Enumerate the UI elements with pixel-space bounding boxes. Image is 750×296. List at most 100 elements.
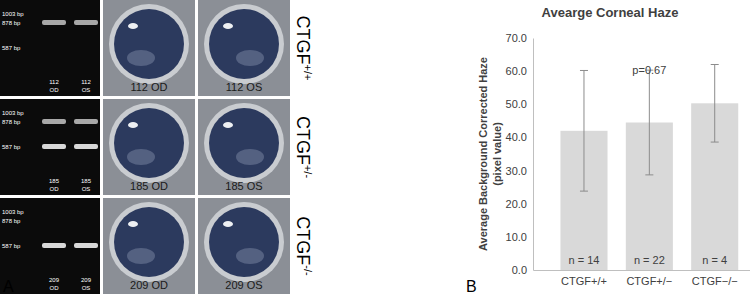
x-axis-line [534,270,750,271]
y-tick: 50.0 [506,98,533,110]
eye-haze [127,248,155,264]
eye-rim [109,103,189,183]
eye-haze [236,50,264,66]
eye-haze [127,149,155,165]
eye-rim [204,202,284,282]
y-tick-label: 50.0 [506,98,527,110]
lane-label: 209 [81,277,92,283]
ladder-label: 1003 bp [2,11,24,17]
sample-size-label: n = 4 [702,254,727,266]
x-tick: CTGF−/− [692,270,738,287]
y-axis-title: (pixel value) [491,122,503,186]
lane-label: OD [50,186,60,192]
y-tick-label: 70.0 [506,32,527,44]
eye-reflection [128,23,138,29]
eye-photo [103,0,195,96]
gel-band [42,119,66,124]
genotype-gene: CTGF [293,216,313,265]
ladder-label: 1003 bp [2,209,24,215]
eye-haze [127,50,155,66]
eye-rim [109,202,189,282]
error-bar-cap [711,64,719,65]
x-tick-label: CTGF−/− [692,275,738,287]
error-bar-cap [711,142,719,143]
genotype-label: CTGF-/- [293,216,314,276]
ladder-label: 587 bp [2,243,21,249]
lane-label: 185 [81,178,92,184]
y-tick: 40.0 [506,131,533,143]
panel-label: A [3,278,14,295]
eye-rim [109,4,189,84]
eye-reflection [128,221,138,227]
error-bar [645,70,653,175]
genotype-gene: CTGF [293,16,313,65]
eye-cornea [114,9,184,79]
ladder-label: 878 bp [2,20,21,26]
eye-cornea [209,207,279,277]
panel-a-row: 1003 bp 878 bp 587 bp 185 OD 185 OS 185 OD 185 O… [0,99,314,195]
ladder-label: 1003 bp [2,110,24,116]
lane-label: OS [82,285,91,291]
eye-haze [236,248,264,264]
y-tick: 10.0 [506,231,533,243]
x-tick-label: CTGF+/− [626,275,672,287]
y-axis-title: Average Background Corrected Haze [477,57,489,251]
gel-band [42,144,66,149]
genotype-label: CTGF+/+ [293,16,314,81]
y-tick: 0.0 [512,264,533,276]
gel-band [42,243,66,248]
lane-label: OS [82,186,91,192]
photo-label: 209 OD [130,279,168,291]
eye-photo [198,198,290,294]
eye-photo [103,99,195,195]
lane-label: 112 [81,79,91,85]
y-tick-label: 40.0 [506,131,527,143]
eye-rim [204,103,284,183]
eye-photo [198,0,290,96]
y-axis: 0.0 10.0 20.0 30.0 40.0 50.0 60.0 70.0 [506,32,534,276]
gel-band [74,119,98,124]
gel-band [74,243,98,248]
gel-band [74,20,98,25]
ladder-label: 587 bp [2,45,21,51]
ladder-label: 878 bp [2,119,21,125]
sample-size-label: n = 22 [634,254,665,266]
error-bar-cap [580,70,588,71]
lane-label: OD [50,285,60,291]
lane-label: OD [50,87,60,93]
y-tick: 60.0 [506,65,533,77]
genotype-allele: +/- [302,165,314,178]
error-bar-stem [649,70,650,175]
y-tick: 20.0 [506,198,533,210]
eye-reflection [223,23,233,29]
error-bar-stem [583,70,584,191]
lane-label: 209 [49,277,60,283]
y-tick-label: 0.0 [512,264,527,276]
eye-cornea [114,108,184,178]
chart-title: Avearge Corneal Haze [542,5,679,20]
photo-label: 185 OS [225,180,262,192]
annotation: p=0.67 [632,64,666,76]
gel-image [0,99,100,195]
genotype-label: CTGF+/- [293,116,314,178]
eye-rim [204,4,284,84]
ladder-label: 878 bp [2,218,21,224]
error-bar-cap [580,191,588,192]
ladder-label: 587 bp [2,144,21,150]
eye-cornea [209,9,279,79]
error-bar [580,70,588,191]
y-tick: 70.0 [506,32,533,44]
eye-reflection [223,221,233,227]
eye-photo [198,99,290,195]
y-tick-label: 10.0 [506,231,527,243]
eye-cornea [209,108,279,178]
y-tick-label: 30.0 [506,165,527,177]
panel-a-row: 1003 bp 878 bp 587 bp 209 OD 209 OS 209 OD 209 O… [0,198,314,294]
error-bar-stem [714,65,715,143]
x-tick: CTGF+/+ [561,270,607,287]
photo-label: 209 OS [225,279,262,291]
x-tick: CTGF+/− [626,270,672,287]
y-axis-line [533,39,534,271]
photo-label: 185 OD [130,180,168,192]
lane-label: 185 [49,178,60,184]
